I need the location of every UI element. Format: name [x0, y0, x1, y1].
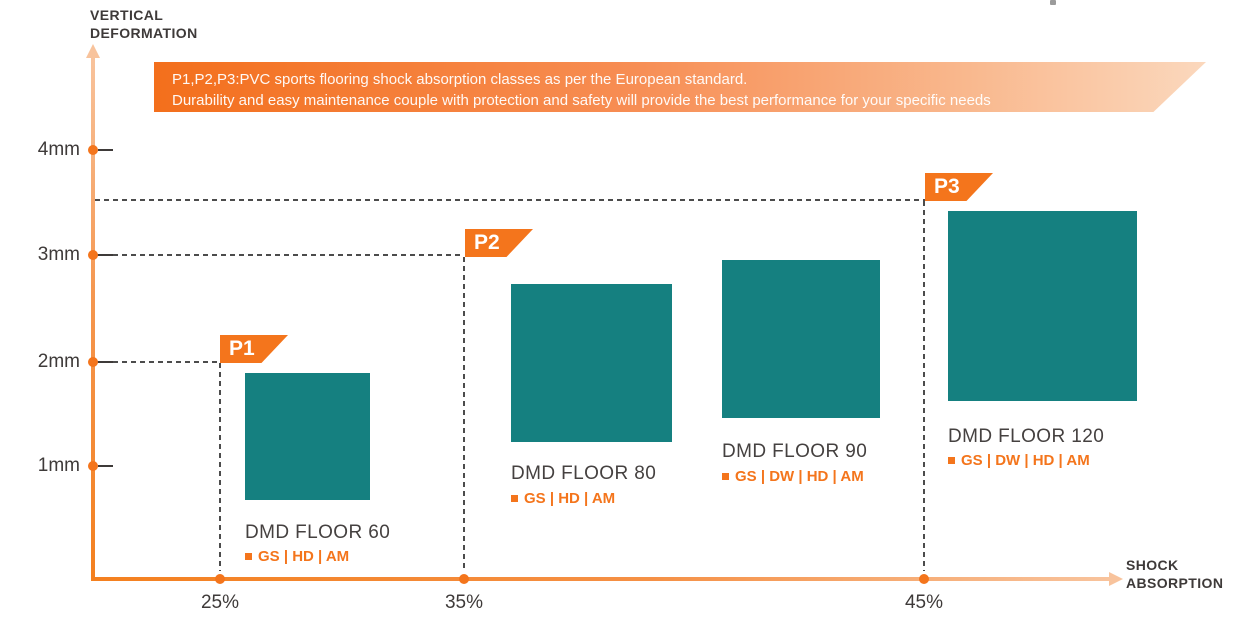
- y-tick-label-3mm: 3mm: [37, 244, 80, 265]
- guide-line-2mm: [95, 361, 219, 363]
- guide-line-3p5mm: [95, 199, 925, 201]
- y-tick-label-1mm: 1mm: [37, 455, 80, 476]
- y-tick-mark-3mm: [98, 254, 113, 256]
- y-tick-dot-3mm: [88, 250, 98, 260]
- info-banner: P1,P2,P3:PVC sports flooring shock absor…: [154, 62, 1206, 112]
- y-axis-title: VERTICAL DEFORMATION: [90, 6, 198, 42]
- product-features-dmd-floor-120: GS | DW | HD | AM: [948, 452, 1090, 469]
- x-axis-line: [91, 577, 1109, 581]
- product-features-text: GS | HD | AM: [524, 490, 616, 507]
- guide-line-35pct: [463, 257, 465, 571]
- product-features-text: GS | DW | HD | AM: [735, 468, 864, 485]
- y-tick-dot-2mm: [88, 357, 98, 367]
- y-tick-dot-4mm: [88, 145, 98, 155]
- x-tick-label-25pct: 25%: [200, 592, 240, 613]
- product-features-dmd-floor-80: GS | HD | AM: [511, 490, 615, 507]
- flag-p3: P3: [925, 173, 993, 201]
- y-tick-mark-2mm: [98, 361, 113, 363]
- x-tick-dot-25pct: [215, 574, 225, 584]
- product-name-dmd-floor-60: DMD FLOOR 60: [245, 522, 391, 543]
- info-banner-line1: P1,P2,P3:PVC sports flooring shock absor…: [172, 71, 748, 88]
- product-name-dmd-floor-90: DMD FLOOR 90: [722, 441, 868, 462]
- product-square-dmd-floor-80: [511, 284, 672, 442]
- product-name-dmd-floor-120: DMD FLOOR 120: [948, 426, 1105, 447]
- product-square-dmd-floor-120: [948, 211, 1137, 401]
- guide-line-3mm: [95, 254, 463, 256]
- y-tick-label-4mm: 4mm: [37, 139, 80, 160]
- y-tick-dot-1mm: [88, 461, 98, 471]
- product-square-dmd-floor-90: [722, 260, 880, 418]
- y-tick-mark-1mm: [98, 465, 113, 467]
- y-axis-title-line2: DEFORMATION: [90, 25, 198, 41]
- flag-p1: P1: [220, 335, 288, 363]
- product-features-text: GS | HD | AM: [258, 548, 350, 565]
- x-tick-label-45pct: 45%: [904, 592, 944, 613]
- y-axis-title-line1: VERTICAL: [90, 7, 164, 23]
- product-square-dmd-floor-60: [245, 373, 370, 500]
- y-tick-mark-4mm: [98, 149, 113, 151]
- x-axis-title-line2: ABSORPTION: [1126, 575, 1224, 591]
- guide-line-45pct: [923, 201, 925, 571]
- bullet-square-icon: [948, 457, 955, 464]
- bullet-square-icon: [245, 553, 252, 560]
- x-axis-title-line1: SHOCK: [1126, 557, 1179, 573]
- x-tick-label-35pct: 35%: [444, 592, 484, 613]
- y-axis-line: [91, 58, 95, 581]
- x-tick-dot-45pct: [919, 574, 929, 584]
- x-axis-title: SHOCK ABSORPTION: [1126, 556, 1223, 592]
- bullet-square-icon: [511, 495, 518, 502]
- product-features-dmd-floor-90: GS | DW | HD | AM: [722, 468, 864, 485]
- product-name-dmd-floor-80: DMD FLOOR 80: [511, 463, 657, 484]
- info-banner-line2: Durability and easy maintenance couple w…: [172, 92, 991, 109]
- screenshot-artifact: [1050, 0, 1056, 5]
- guide-line-25pct: [219, 363, 221, 571]
- arrow-right-icon: [1109, 572, 1123, 586]
- arrow-up-icon: [86, 44, 100, 58]
- product-features-text: GS | DW | HD | AM: [961, 452, 1090, 469]
- y-tick-label-2mm: 2mm: [37, 351, 80, 372]
- flag-p2: P2: [465, 229, 533, 257]
- product-features-dmd-floor-60: GS | HD | AM: [245, 548, 349, 565]
- bullet-square-icon: [722, 473, 729, 480]
- x-tick-dot-35pct: [459, 574, 469, 584]
